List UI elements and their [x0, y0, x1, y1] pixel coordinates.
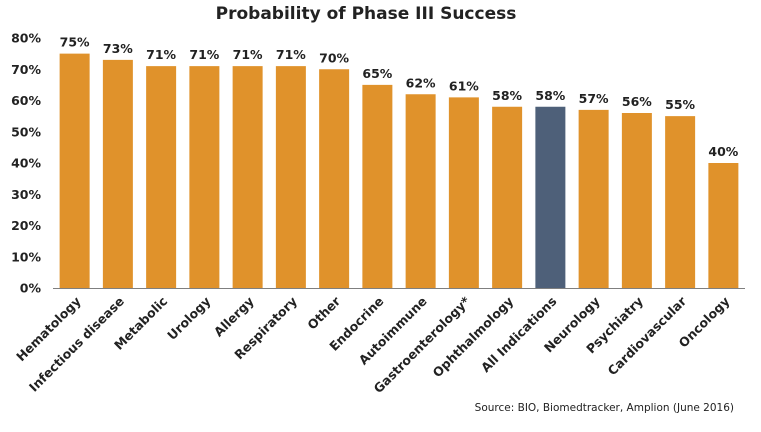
y-tick-label: 0% [20, 281, 42, 296]
data-label: 71% [233, 47, 263, 62]
x-tick-label: All Indications [478, 294, 560, 376]
data-label: 55% [665, 97, 695, 112]
bar [621, 113, 652, 288]
bar [362, 84, 393, 288]
bars [59, 53, 739, 288]
y-tick-label: 10% [11, 249, 41, 264]
bar [189, 66, 220, 288]
data-label: 62% [406, 75, 436, 90]
data-label: 71% [146, 47, 176, 62]
data-label: 73% [103, 41, 133, 56]
y-tick-label: 20% [11, 218, 41, 233]
bar [578, 109, 609, 288]
bar [102, 59, 133, 288]
y-tick-label: 30% [11, 187, 41, 202]
chart-title: Probability of Phase III Success [216, 4, 517, 24]
bar [405, 94, 436, 288]
bar [275, 66, 306, 288]
data-label: 56% [622, 94, 652, 109]
y-tick-label: 70% [11, 62, 41, 77]
bar [535, 106, 566, 288]
data-label: 75% [60, 35, 90, 50]
bar [232, 66, 263, 288]
data-label: 70% [319, 50, 349, 65]
y-tick-label: 80% [11, 31, 41, 46]
y-tick-label: 50% [11, 124, 41, 139]
bar [146, 66, 177, 288]
data-label: 57% [579, 91, 609, 106]
bar [708, 163, 739, 288]
bar [492, 106, 523, 288]
data-label: 71% [276, 47, 306, 62]
x-tick-label: Urology [164, 294, 213, 343]
x-tick-label: Ophthalmology [430, 294, 517, 381]
bar [665, 116, 696, 288]
x-tick-label: Cardiovascular [605, 293, 690, 378]
data-label: 61% [449, 78, 479, 93]
data-label: 65% [362, 66, 392, 81]
bar [448, 97, 479, 288]
data-label: 40% [708, 144, 738, 159]
data-label: 58% [492, 88, 522, 103]
y-axis-ticks: 0% 10% 20% 30% 40% 50% 60% 70% 80% [11, 31, 41, 296]
bar [319, 69, 350, 288]
data-labels: 75% 73% 71% 71% 71% 71% 70% 65% 62% 61% 58% 58% 57% 5… [60, 35, 739, 159]
y-tick-label: 60% [11, 93, 41, 108]
y-tick-label: 40% [11, 156, 41, 171]
data-label: 58% [535, 88, 565, 103]
source-note: Source: BIO, Biomedtracker, Amplion (Jun… [475, 402, 734, 414]
bar [59, 53, 90, 288]
data-label: 71% [189, 47, 219, 62]
x-tick-label: Other [304, 293, 344, 333]
